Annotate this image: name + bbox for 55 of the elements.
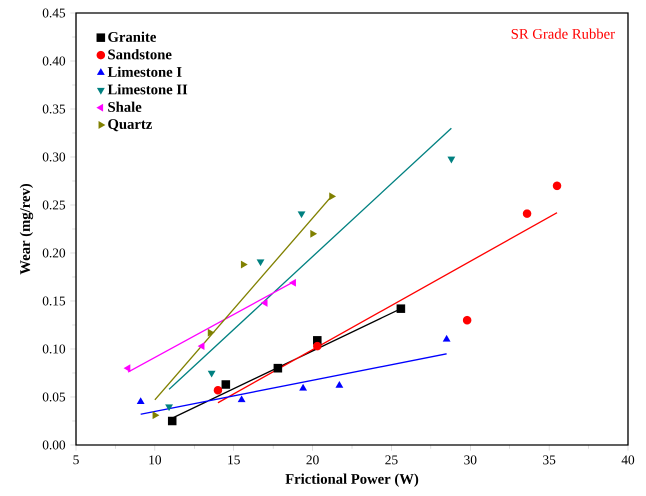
x-tick-label: 15 (228, 455, 240, 464)
point (336, 381, 344, 388)
point (152, 411, 160, 419)
legend-label: Quartz (108, 119, 152, 132)
point (310, 230, 317, 238)
point (313, 342, 322, 350)
x-axis-title: Frictional Power (W) (285, 474, 418, 487)
x-tick-label: 25 (385, 455, 398, 464)
y-tick-label: 0.15 (42, 296, 66, 306)
point (165, 404, 173, 411)
y-tick-label: 0.20 (42, 248, 66, 258)
x-tick-label: 30 (464, 455, 476, 464)
point (214, 386, 222, 395)
point (289, 279, 296, 286)
annotation: SR Grade Rubber (512, 28, 615, 39)
point (168, 416, 176, 426)
legend-label: Limestone II (108, 84, 188, 94)
legend-label: Granite (108, 32, 156, 42)
x-tick-label: 10 (149, 455, 162, 464)
legend-label: Shale (108, 102, 142, 112)
y-tick-label: 0.40 (42, 56, 66, 66)
point (238, 396, 246, 402)
point (552, 182, 562, 190)
point (298, 211, 306, 218)
point (136, 398, 144, 404)
point (222, 380, 230, 389)
point (299, 384, 307, 391)
point (448, 156, 456, 164)
y-tick-label: 0.45 (42, 8, 66, 18)
x-tick-label: 40 (622, 455, 634, 464)
point (208, 328, 214, 336)
y-tick-label: 0.35 (42, 104, 66, 114)
point (240, 260, 248, 268)
point (462, 316, 472, 324)
y-tick-label: 0.10 (42, 344, 66, 354)
point (198, 342, 204, 350)
point (442, 335, 450, 342)
point (208, 370, 216, 378)
y-tick-label: 0.30 (42, 152, 66, 162)
legend-label: Sandstone (108, 49, 172, 60)
point (124, 364, 130, 372)
y-tick-label: 0.00 (42, 440, 66, 450)
x-tick-label: 35 (543, 455, 556, 464)
point (396, 304, 406, 313)
y-tick-label: 0.25 (42, 200, 66, 210)
y-axis-title: Wear (mg/rev) (20, 184, 34, 274)
y-tick-label: 0.05 (42, 392, 66, 402)
point (260, 299, 268, 307)
point (274, 364, 282, 372)
point (522, 209, 532, 218)
point (329, 192, 336, 200)
x-tick-label: 5 (73, 455, 79, 464)
x-tick-label: 20 (306, 455, 319, 464)
point (256, 259, 264, 266)
legend-label: Limestone I (108, 66, 182, 77)
